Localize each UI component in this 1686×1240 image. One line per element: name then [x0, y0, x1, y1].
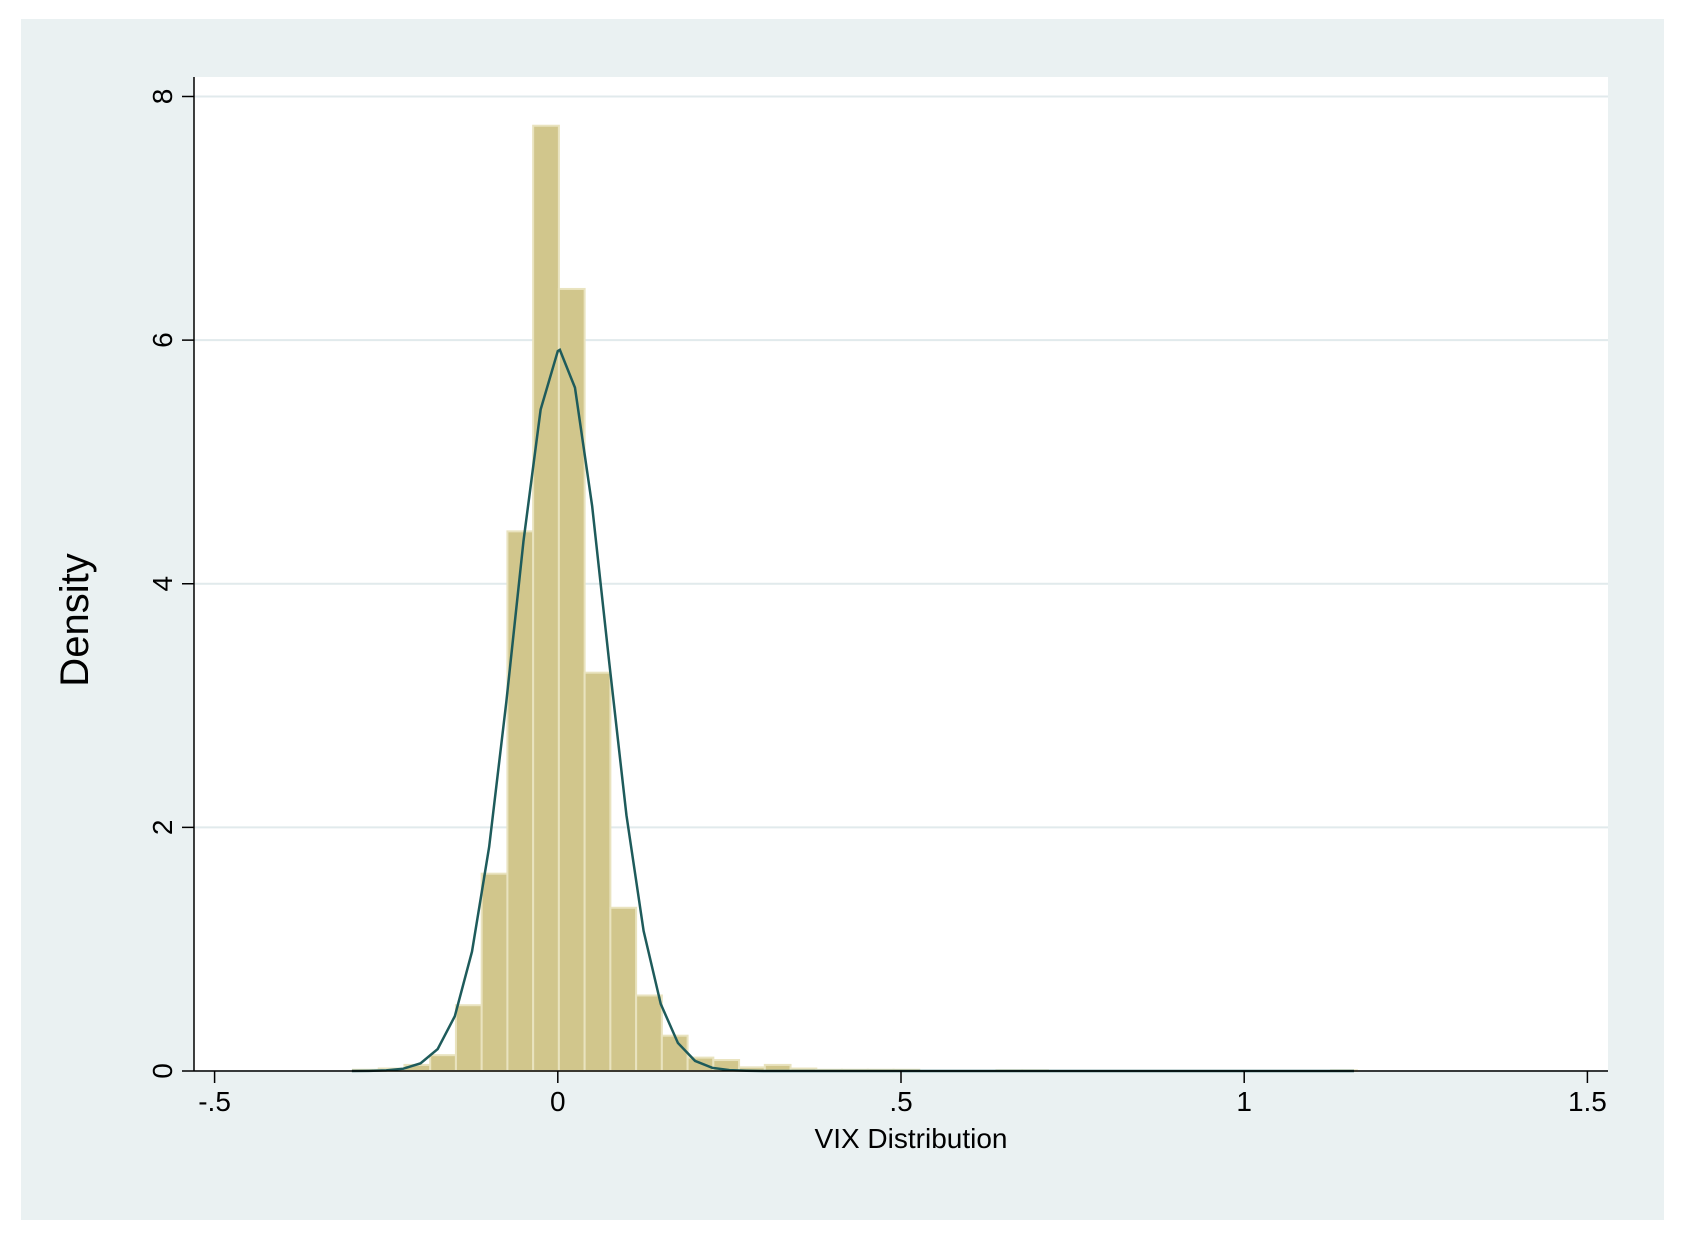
x-tick-label: -.5 [198, 1086, 231, 1117]
y-tick-label: 8 [147, 89, 178, 105]
y-tick-label: 6 [147, 332, 178, 348]
x-tick-label: 1 [1236, 1086, 1252, 1117]
bar [583, 671, 612, 1072]
y-tick-label: 0 [147, 1063, 178, 1079]
y-tick-label: 2 [147, 820, 178, 836]
y-tick-label: 4 [147, 576, 178, 592]
bar [635, 994, 663, 1072]
x-tick-label: 0 [550, 1086, 566, 1117]
bar [454, 1004, 483, 1072]
y-axis-label: Density [53, 553, 97, 686]
bar [609, 906, 638, 1072]
bar [429, 1054, 457, 1072]
x-tick-label: .5 [889, 1086, 912, 1117]
x-tick-label: 1.5 [1568, 1086, 1607, 1117]
bar [660, 1034, 689, 1073]
bar [480, 872, 509, 1072]
bar [532, 124, 560, 1073]
bar [506, 530, 535, 1072]
bar [557, 287, 586, 1072]
plot-area [194, 77, 1608, 1071]
x-axis-label: VIX Distribution [815, 1123, 1008, 1154]
